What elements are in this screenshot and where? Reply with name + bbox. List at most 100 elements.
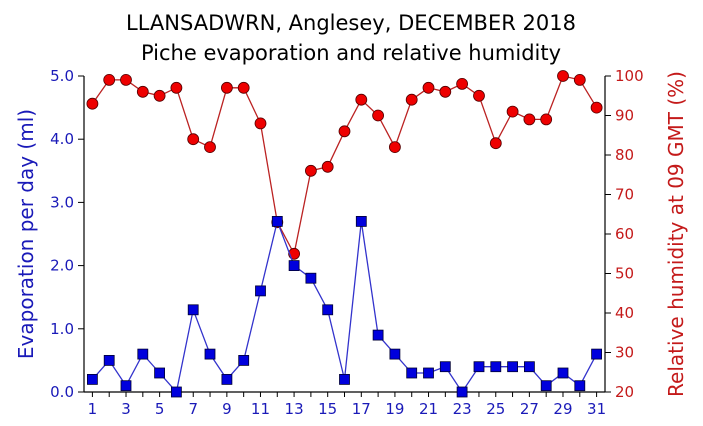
- evaporation-point: [423, 367, 434, 379]
- evaporation-point: [355, 215, 367, 227]
- left-tick-label: 0.0: [50, 383, 74, 401]
- evaporation-line: [91, 219, 598, 394]
- evaporation-point: [305, 272, 317, 284]
- evaporation-point: [339, 373, 350, 385]
- evaporation-point: [120, 380, 132, 392]
- evaporation-point: [372, 329, 384, 341]
- humidity-point: [153, 89, 166, 102]
- humidity-point: [220, 81, 233, 94]
- evaporation-point: [439, 361, 451, 373]
- humidity-point: [439, 85, 452, 98]
- x-tick-label: 23: [453, 400, 472, 418]
- humidity-point: [120, 74, 132, 86]
- evaporation-point: [406, 367, 418, 379]
- evaporation-point: [154, 367, 166, 379]
- x-tick-label: 7: [188, 400, 198, 418]
- humidity-point: [422, 81, 435, 94]
- evaporation-point: [187, 304, 199, 316]
- series-humidity: [86, 70, 603, 260]
- evaporation-point: [456, 386, 468, 398]
- x-tick-label: 31: [587, 400, 606, 418]
- evaporation-point: [87, 373, 98, 385]
- left-tick-label: 3.0: [50, 193, 74, 211]
- x-tick-label: 3: [121, 400, 131, 418]
- evaporation-point: [591, 348, 602, 360]
- humidity-point: [204, 141, 216, 154]
- x-tick-label: 1: [88, 400, 98, 418]
- left-tick-label: 2.0: [50, 257, 74, 275]
- right-tick-label: 60: [615, 225, 634, 243]
- evaporation-point: [540, 380, 552, 392]
- humidity-point: [237, 81, 250, 94]
- y-axis-left-label: Evaporation per day (ml): [14, 109, 38, 359]
- humidity-point: [254, 117, 267, 130]
- evaporation-point: [490, 361, 502, 373]
- humidity-line: [91, 75, 598, 256]
- right-tick-label: 50: [615, 265, 634, 283]
- evaporation-point: [103, 354, 115, 366]
- humidity-point: [321, 160, 334, 173]
- x-tick-label: 11: [251, 400, 270, 418]
- evaporation-point: [221, 373, 233, 385]
- right-axis-ticks: 20 30 40 50 60 70 80 90 100: [605, 67, 644, 401]
- right-tick-label: 80: [615, 146, 634, 164]
- humidity-point: [506, 105, 519, 118]
- evaporation-point: [524, 361, 535, 373]
- evaporation-point: [507, 361, 519, 373]
- right-tick-label: 40: [615, 304, 634, 322]
- humidity-point: [557, 70, 569, 82]
- humidity-point: [473, 89, 485, 102]
- evaporation-point: [238, 354, 250, 366]
- humidity-point: [540, 113, 553, 126]
- x-tick-label: 13: [285, 400, 304, 418]
- left-tick-label: 1.0: [50, 320, 74, 338]
- evaporation-point: [322, 304, 334, 316]
- x-axis-ticks: 1 3 5 7 9 11 13 15 17 19 21 23 25 27 29 31: [88, 392, 606, 418]
- evaporation-point: [271, 215, 283, 227]
- humidity-point: [456, 78, 469, 90]
- humidity-point: [170, 81, 183, 94]
- x-tick-label: 25: [486, 400, 505, 418]
- right-tick-label: 100: [615, 67, 644, 85]
- humidity-point: [187, 133, 200, 146]
- evaporation-point: [137, 348, 149, 360]
- y-axis-right-label: Relative humidity at 09 GMT (%): [664, 71, 688, 397]
- evaporation-point: [574, 380, 586, 392]
- humidity-point: [523, 113, 536, 126]
- x-tick-label: 27: [520, 400, 539, 418]
- x-tick-label: 17: [352, 400, 371, 418]
- series-evaporation: [87, 215, 602, 398]
- humidity-point: [103, 74, 116, 86]
- humidity-point: [136, 85, 149, 98]
- evaporation-point: [204, 348, 216, 360]
- chart-title: LLANSADWRN, Anglesey, DECEMBER 2018: [126, 11, 576, 35]
- x-tick-label: 9: [222, 400, 232, 418]
- right-tick-label: 90: [615, 107, 634, 125]
- humidity-point: [86, 97, 99, 110]
- humidity-point: [355, 93, 368, 106]
- left-tick-label: 5.0: [50, 67, 74, 85]
- humidity-point: [304, 164, 317, 177]
- x-tick-label: 29: [553, 400, 572, 418]
- evaporation-point: [389, 348, 401, 360]
- evaporation-point: [170, 386, 182, 398]
- humidity-point: [338, 125, 351, 138]
- x-tick-label: 15: [318, 400, 337, 418]
- evaporation-point: [473, 361, 485, 373]
- humidity-point: [489, 137, 502, 150]
- humidity-point: [590, 101, 603, 114]
- humidity-point: [388, 141, 401, 154]
- evaporation-point: [255, 285, 266, 297]
- humidity-point: [573, 74, 586, 86]
- humidity-point: [405, 93, 418, 106]
- left-tick-label: 4.0: [50, 130, 74, 148]
- humidity-point: [372, 109, 385, 122]
- chart-subtitle: Piche evaporation and relative humidity: [141, 41, 561, 65]
- x-tick-label: 19: [385, 400, 404, 418]
- x-tick-label: 5: [155, 400, 165, 418]
- evaporation-point: [288, 260, 300, 272]
- evaporation-point: [557, 367, 569, 379]
- right-tick-label: 30: [615, 344, 634, 362]
- left-axis-ticks: 0.0 1.0 2.0 3.0 4.0 5.0: [50, 67, 84, 401]
